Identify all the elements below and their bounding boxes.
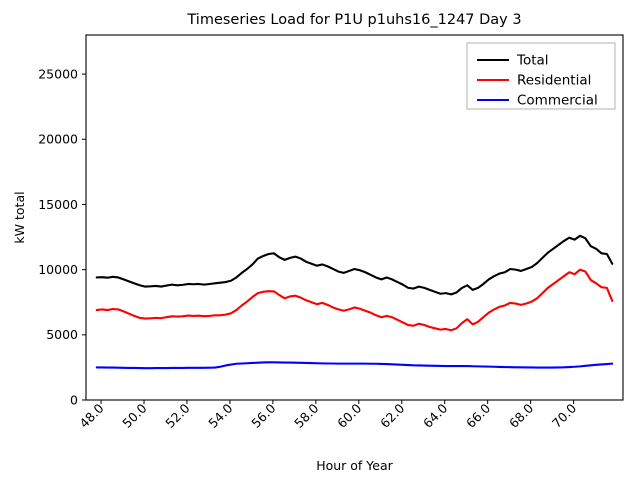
x-tick-label: 62.0 bbox=[377, 400, 407, 430]
legend-label-residential: Residential bbox=[517, 73, 591, 89]
plot-frame bbox=[85, 34, 624, 401]
y-axis-title: kW total bbox=[12, 191, 27, 243]
y-tick-label: 5000 bbox=[46, 327, 78, 342]
x-tick-label: 70.0 bbox=[549, 400, 579, 430]
legend: Total Residential Commercial bbox=[466, 42, 616, 110]
x-tick-label: 52.0 bbox=[162, 400, 192, 430]
x-tick-label: 60.0 bbox=[334, 400, 364, 430]
y-tick-label: 25000 bbox=[38, 67, 78, 82]
legend-box bbox=[466, 42, 616, 110]
y-tick-label: 10000 bbox=[38, 262, 78, 277]
x-tick-label: 58.0 bbox=[291, 400, 321, 430]
y-tick-label: 0 bbox=[70, 392, 78, 407]
series-line-total bbox=[95, 234, 614, 296]
legend-label-total: Total bbox=[516, 53, 549, 69]
chart-title: Timeseries Load for P1U p1uhs16_1247 Day… bbox=[186, 12, 521, 28]
x-axis-title: Hour of Year bbox=[316, 458, 393, 473]
y-tick-label: 15000 bbox=[38, 197, 78, 212]
x-tick-label: 68.0 bbox=[506, 400, 536, 430]
x-tick-label: 64.0 bbox=[420, 400, 450, 430]
series-line-residential bbox=[95, 268, 614, 332]
x-tick-label: 50.0 bbox=[119, 400, 149, 430]
series-line-commercial bbox=[95, 361, 614, 370]
x-tick-label: 66.0 bbox=[463, 400, 493, 430]
y-tick-label: 20000 bbox=[38, 132, 78, 147]
x-tick-label: 54.0 bbox=[205, 400, 235, 430]
x-tick-label: 56.0 bbox=[248, 400, 278, 430]
y-axis: 0 5000 10000 15000 20000 25000 bbox=[38, 67, 86, 407]
x-axis: 48.0 50.0 52.0 54.0 56.0 58.0 60.0 62.0 64.0 66.0… bbox=[76, 400, 579, 431]
legend-label-commercial: Commercial bbox=[517, 93, 598, 109]
x-tick-label: 48.0 bbox=[76, 400, 106, 430]
